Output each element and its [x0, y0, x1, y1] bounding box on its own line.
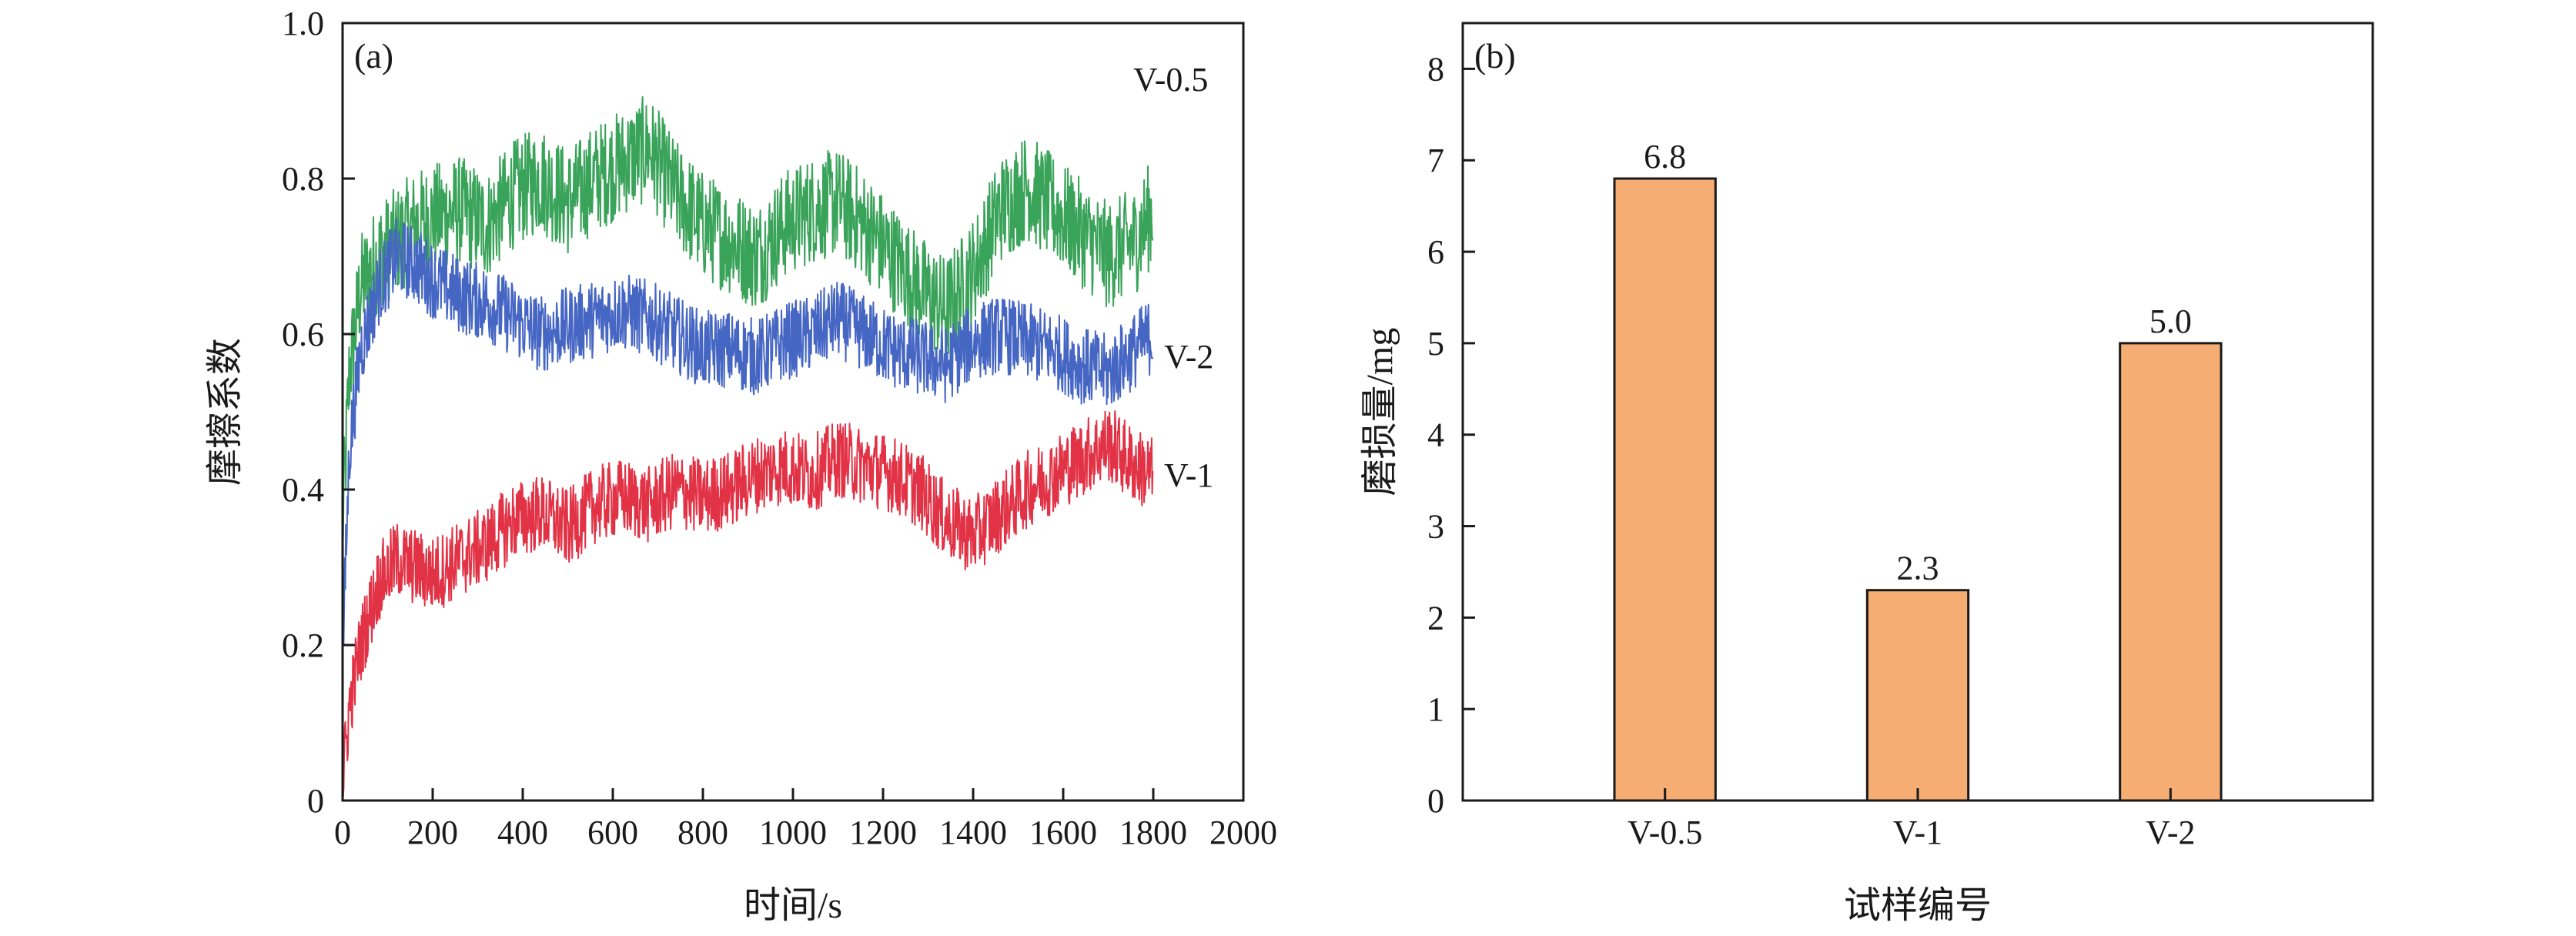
series-line-v-2	[342, 218, 1154, 687]
bars-group: 6.8 2.3 5.0	[1613, 138, 2223, 802]
series-group	[342, 95, 1154, 798]
x-axis-title: 试样编号	[1844, 885, 1992, 926]
x-tick-label: 1600	[1029, 814, 1097, 851]
series-label-v2: V-2	[1164, 338, 1213, 376]
y-tick-label: 4	[1427, 416, 1444, 454]
bar-v-1	[1865, 589, 1970, 802]
y-tick-label: 0	[307, 782, 324, 820]
y-tick-label: 8	[1427, 50, 1444, 88]
y-axis: 0 0.2 0.4 0.6 0.8 1.0	[282, 5, 355, 820]
series-line-v-0-5	[342, 95, 1154, 538]
y-tick-label: 3	[1427, 508, 1444, 546]
x-tick-label: 2000	[1209, 814, 1277, 851]
x-tick-label: V-2	[2146, 814, 2195, 851]
x-tick-label: V-0.5	[1628, 814, 1702, 851]
series-label-v1: V-1	[1164, 456, 1213, 494]
x-tick-label: V-1	[1893, 814, 1942, 851]
y-tick-label: 6	[1427, 233, 1444, 271]
y-tick-label: 0.4	[282, 471, 324, 509]
x-tick-label: 0	[334, 814, 351, 851]
y-axis-title: 磨损量/mg	[1360, 328, 1400, 496]
y-tick-label: 0.8	[282, 160, 324, 198]
bar-v-2	[2119, 342, 2223, 802]
y-axis: 0 1 2 3 4 5 6 7 8	[1427, 50, 1475, 820]
bar-v-0-5	[1613, 177, 1717, 802]
bar-value-label: 5.0	[2149, 303, 2192, 340]
y-tick-label: 7	[1427, 142, 1444, 179]
x-tick-label: 1400	[939, 814, 1007, 851]
y-tick-label: 0	[1427, 782, 1444, 820]
y-tick-label: 1.0	[282, 5, 324, 42]
plot-frame	[341, 22, 1245, 802]
x-tick-label: 200	[407, 814, 458, 851]
x-tick-label: 1000	[759, 814, 827, 851]
x-tick-label: 1800	[1119, 814, 1187, 851]
x-axis: 0 200 400 600 800 1000 1200 1400 1600 1800 2000	[334, 788, 1277, 851]
y-tick-label: 5	[1427, 325, 1444, 363]
panel-label: (b)	[1474, 36, 1516, 75]
bar-value-label: 6.8	[1644, 138, 1686, 176]
x-axis: V-0.5 V-1 V-2	[1628, 788, 2196, 851]
x-tick-label: 600	[587, 814, 638, 851]
y-tick-label: 1	[1427, 690, 1444, 728]
y-axis-title: 摩擦系数	[205, 338, 246, 486]
y-tick-label: 0.6	[282, 316, 324, 353]
bar-chart-panel: 6.8 2.3 5.0 V-0.5 V-1 V-2 0 1 2 3 4 5 6 7 8 (b) 试样编号…	[1360, 22, 2374, 926]
bar-value-label: 2.3	[1897, 550, 1939, 587]
x-tick-label: 1200	[849, 814, 917, 851]
x-tick-label: 800	[677, 814, 728, 851]
series-label-v05: V-0.5	[1133, 61, 1208, 99]
panel-label: (a)	[354, 36, 393, 75]
series-line-v-1	[342, 410, 1154, 798]
x-axis-title: 时间/s	[744, 885, 842, 926]
x-tick-label: 400	[497, 814, 548, 851]
y-tick-label: 0.2	[282, 627, 324, 664]
line-chart-panel: 0 200 400 600 800 1000 1200 1400 1600 1800 2000 00…	[205, 5, 1277, 926]
y-tick-label: 2	[1427, 599, 1444, 637]
